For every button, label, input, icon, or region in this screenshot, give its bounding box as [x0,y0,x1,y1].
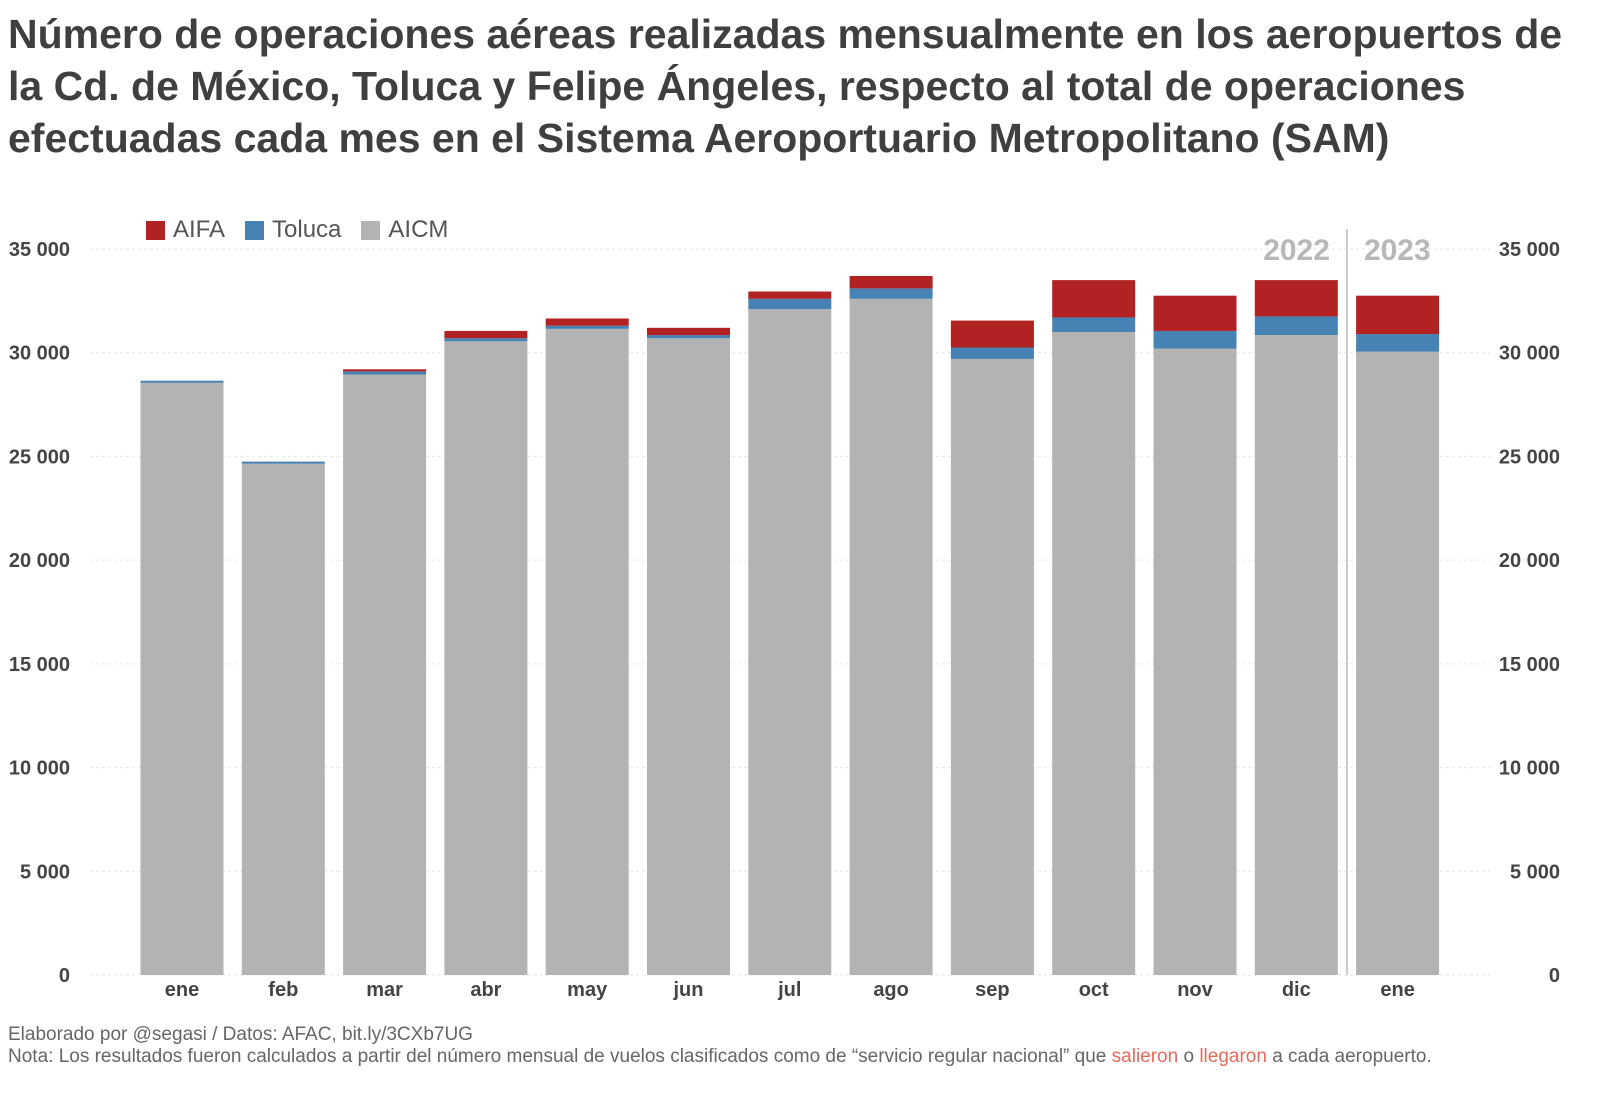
y-tick-label-left: 15 000 [9,654,70,676]
legend: AIFA Toluca AICM [146,216,468,244]
y-tick-label-right: 35 000 [1499,239,1560,261]
bar-segment-toluca [647,335,730,339]
y-tick-label-left: 30 000 [9,343,70,365]
y-tick-label-left: 35 000 [9,239,70,261]
bar-segment-aifa [647,327,730,336]
bar-segment-aicm [849,298,933,976]
bar-segment-toluca [1254,316,1338,336]
y-tick-label-right: 20 000 [1499,550,1560,572]
footer-note: Nota: Los resultados fueron calculados a… [8,1046,1432,1068]
chart-title: Número de operaciones aéreas realizadas … [8,11,1563,161]
y-tick-label-right: 5 000 [1510,861,1560,883]
stacked-bar-chart: 0 0 5 000 5 000 10 000 10 000 15 000 15 000 20 0… [9,229,1560,1001]
bar-segment-toluca [849,288,933,299]
x-tick-label: oct [1079,979,1109,1001]
x-tick-label: jul [777,979,801,1001]
y-tick-label-left: 25 000 [9,446,70,468]
bar-segment-aicm [545,328,629,975]
bar-segment-aicm [140,382,224,975]
bar-segment-aifa [1356,295,1440,335]
bar-segment-aifa [950,320,1034,348]
bar-segment-toluca [1153,330,1237,349]
legend-swatch-aifa [146,220,165,240]
bar-segment-toluca [140,380,224,383]
bar-segment-aifa [444,330,528,339]
bar-segment-aifa [1254,280,1338,317]
bar-segment-aicm [950,358,1034,975]
x-tick-label: nov [1177,979,1213,1001]
legend-item-aicm: AICM [361,216,448,244]
year-label-2022: 2022 [1263,234,1330,267]
bar-segment-aicm [647,338,730,975]
y-tick-label-right: 0 [1549,965,1560,987]
bar-segment-aifa [545,318,629,326]
bar-segment-aicm [241,463,325,975]
bar-segment-aicm [1356,351,1440,976]
bar-segment-toluca [545,325,629,329]
y-tick-label-right: 25 000 [1499,446,1560,468]
legend-swatch-aicm [361,220,381,240]
year-label-2023: 2023 [1364,234,1431,267]
bar-segment-aifa [1052,280,1136,318]
bar-segment-toluca [241,461,325,464]
x-tick-label: abr [470,979,501,1001]
legend-item-toluca: Toluca [245,216,341,244]
x-tick-label: dic [1282,979,1311,1001]
x-tick-label: jun [673,979,704,1001]
footer-note-text: Nota: Los resultados fueron calculados a… [8,1046,1112,1067]
legend-item-aifa: AIFA [146,216,225,244]
y-tick-label-right: 15 000 [1499,654,1560,676]
bar-segment-aicm [1254,335,1338,975]
x-tick-label: feb [268,979,298,1001]
y-tick-label-left: 5 000 [20,861,70,883]
bar-segment-aifa [1153,295,1237,331]
footer-note-end: a cada aeropuerto. [1266,1046,1432,1067]
footer-note-mid: o [1178,1046,1200,1067]
bar-segment-aifa [343,369,427,372]
bar-segment-aicm [444,341,528,975]
bar-segment-aicm [748,309,832,975]
x-tick-label: mar [366,979,403,1001]
x-tick-label: sep [975,979,1009,1001]
bar-segment-toluca [1356,334,1440,352]
bar-segment-toluca [343,371,427,375]
bar-segment-aicm [1153,348,1237,976]
y-tick-label-left: 0 [59,965,70,987]
bar-segment-toluca [1052,317,1136,332]
bar-segment-aifa [748,291,832,299]
y-tick-label-right: 30 000 [1499,343,1560,365]
bar-segment-toluca [444,338,528,342]
y-tick-label-left: 20 000 [9,550,70,572]
footer-note-salieron: salieron [1111,1046,1179,1067]
bar-segment-aicm [343,374,427,976]
y-tick-label-right: 10 000 [1499,758,1560,780]
x-tick-label: ene [165,979,199,1001]
x-tick-label: ene [1380,979,1414,1001]
bar-segment-toluca [748,298,832,310]
bar-segment-aifa [849,275,933,289]
legend-label-aicm: AICM [388,216,449,243]
x-tick-label: ago [873,979,909,1001]
footer-note-llegaron: llegaron [1199,1046,1267,1067]
footer-credit: Elaborado por @segasi / Datos: AFAC, bit… [8,1024,473,1045]
x-tick-label: may [567,979,608,1001]
bar-segment-toluca [950,347,1034,359]
legend-label-toluca: Toluca [272,216,342,243]
legend-swatch-toluca [245,220,265,240]
legend-label-aifa: AIFA [173,216,226,243]
y-tick-label-left: 10 000 [9,758,70,780]
bar-segment-aicm [1052,331,1136,975]
